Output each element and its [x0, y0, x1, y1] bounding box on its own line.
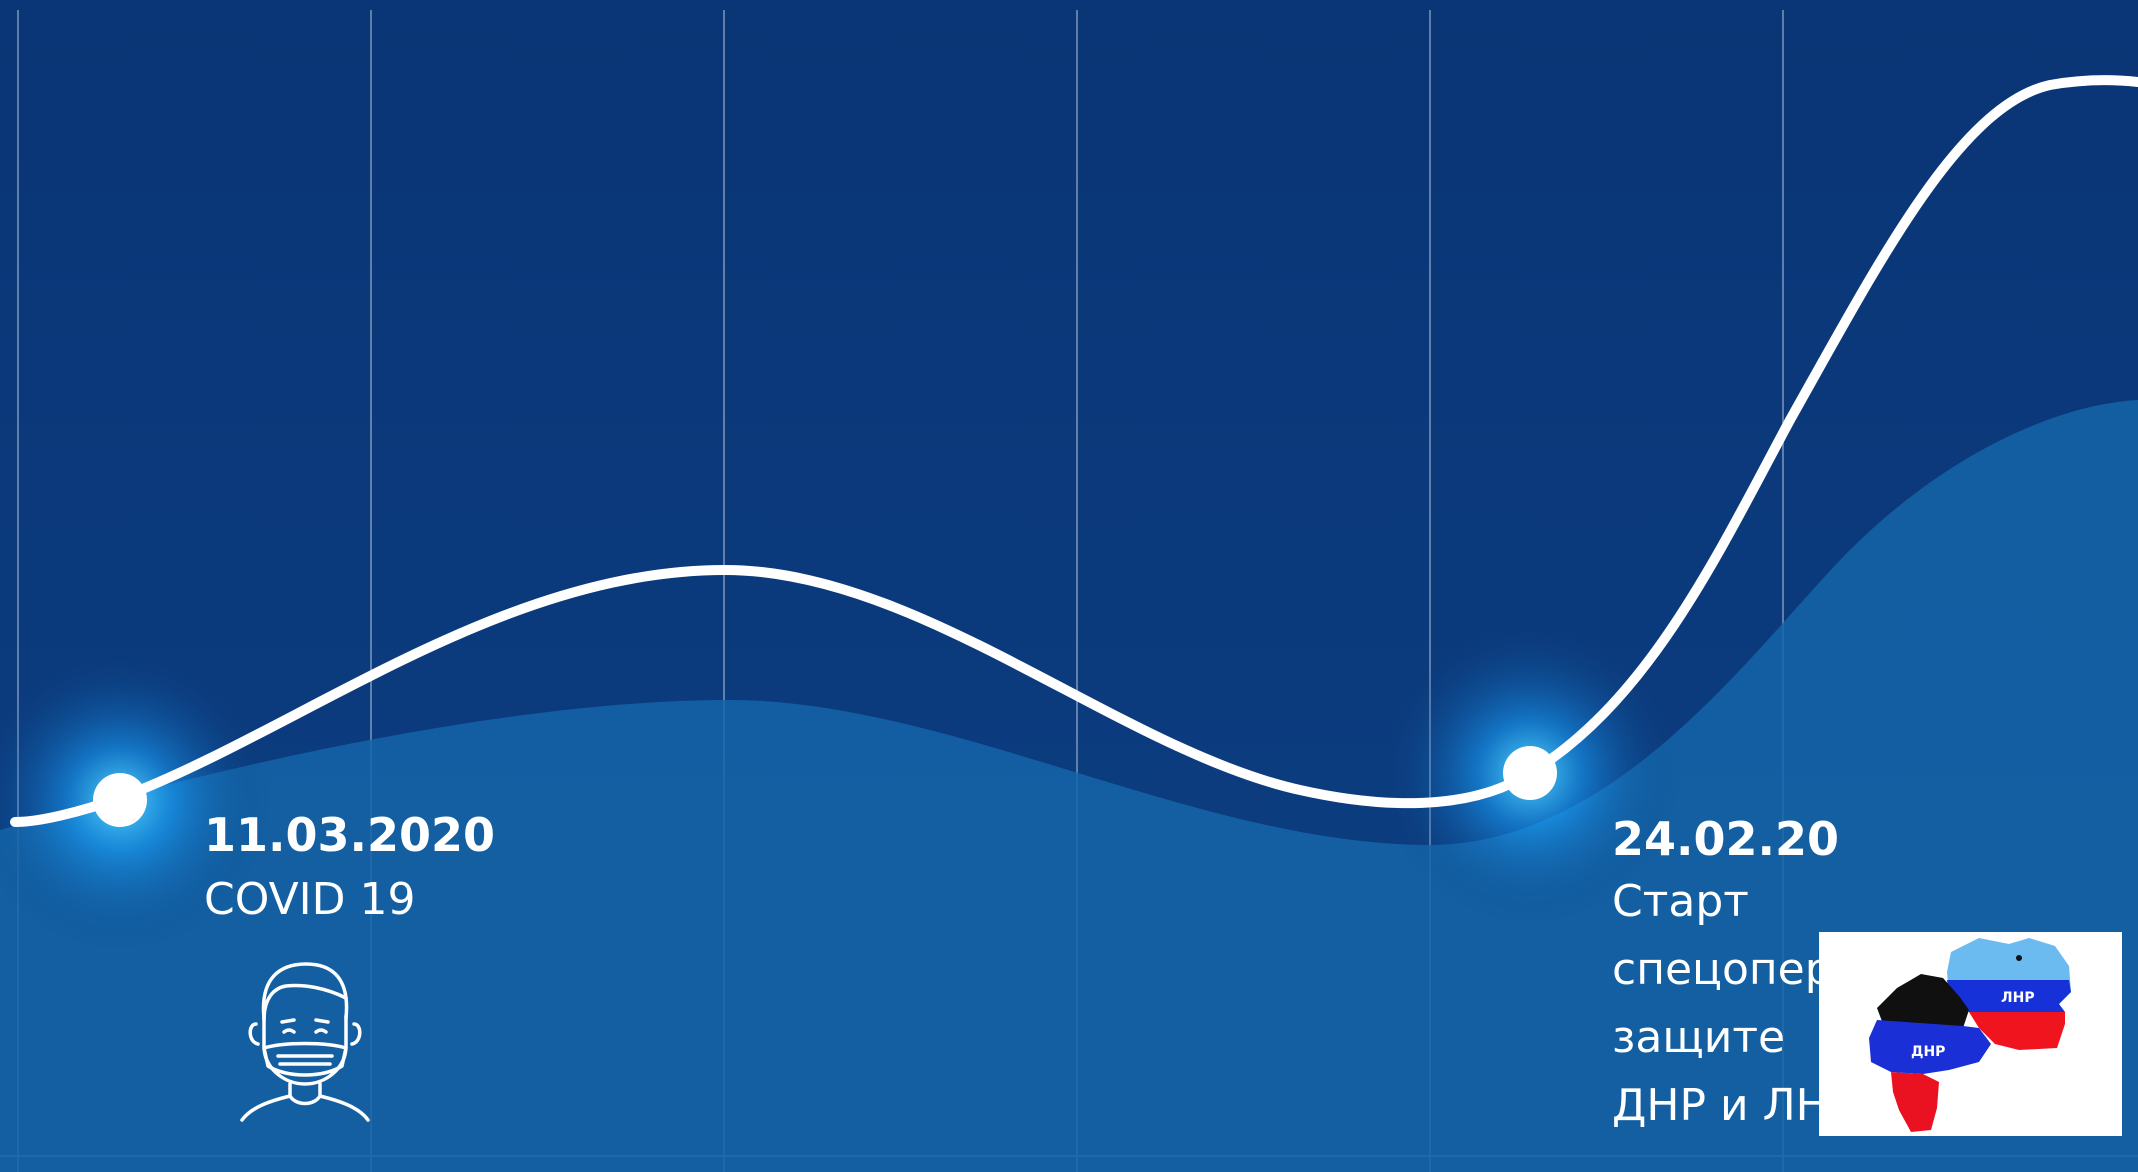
event-date: 24.02.2022 [1612, 812, 1842, 866]
dnr-lnr-map-card: ЛНР ДНР [1819, 932, 2122, 1136]
masked-person-icon [240, 962, 370, 1122]
event-point-1[interactable] [93, 773, 147, 827]
event-title-line: Старт [1612, 876, 1749, 927]
event-covid: 11.03.2020 COVID 19 [204, 808, 495, 932]
event-point-2[interactable] [1503, 746, 1557, 800]
event-title-line: ДНР и ЛНР [1612, 1080, 1842, 1131]
event-title-line: защите [1612, 1012, 1786, 1063]
capital-marker [2016, 955, 2022, 961]
dnr-label: ДНР [1911, 1044, 1945, 1060]
event-special-operation: 24.02.2022 Старт спецоперации по защите … [1612, 812, 1842, 1138]
trend-line [10, 75, 2138, 827]
event-title-line: спецоперации по [1612, 944, 1842, 995]
lnr-label: ЛНР [2001, 990, 2035, 1006]
event-date: 11.03.2020 [204, 808, 496, 862]
dnr-lnr-map-icon: ЛНР ДНР [1869, 938, 2071, 1132]
background-area [0, 400, 2138, 1172]
event-title: COVID 19 [204, 874, 416, 925]
